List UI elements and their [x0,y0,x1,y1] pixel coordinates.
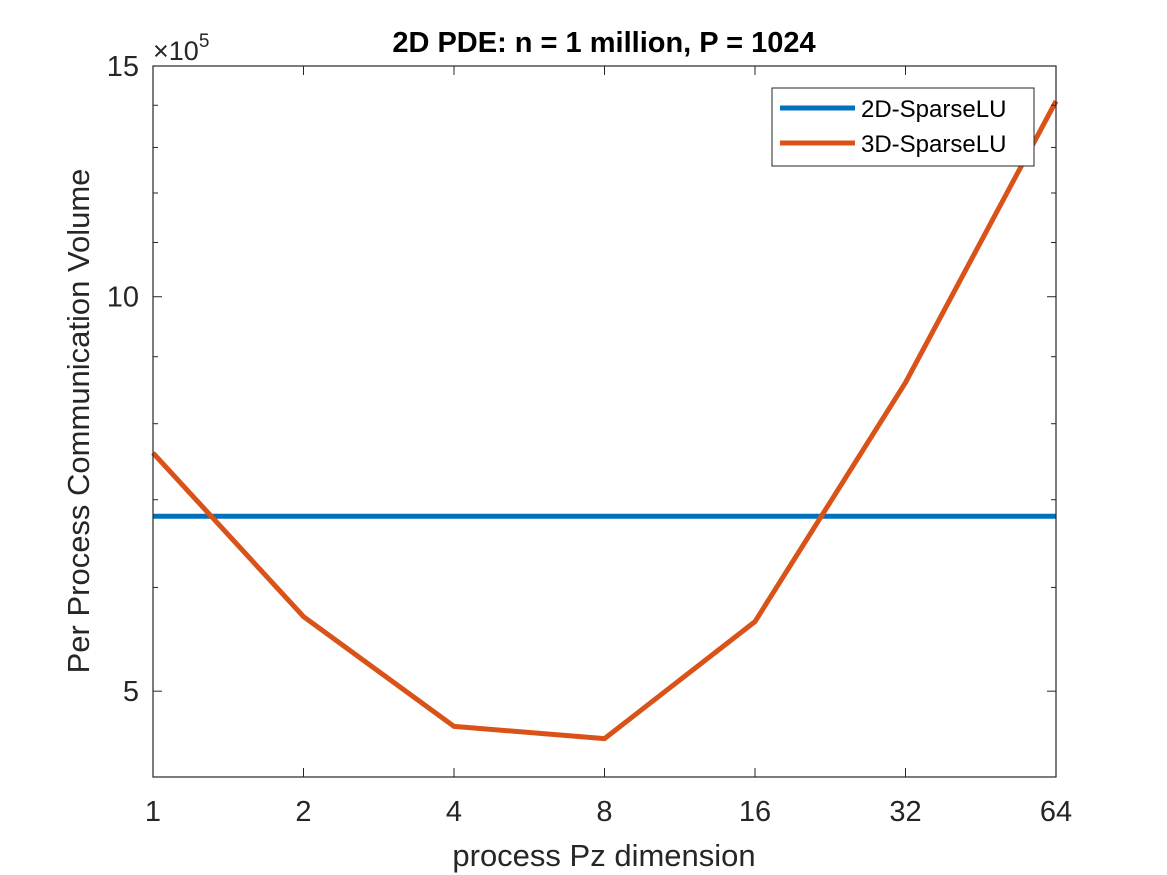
legend-box [771,87,1035,167]
plot-background [153,66,1056,777]
y-tick-label-15: 15 [107,51,139,83]
legend-label-0: 2D-SparseLU [861,96,1006,123]
x-tick-label-1: 1 [145,796,161,828]
x-tick-label-32: 32 [889,796,921,828]
ticks-layer [152,65,1057,777]
x-tick-label-8: 8 [596,796,612,828]
x-tick-label-16: 16 [739,796,771,828]
y-axis-label: Per Process Communication Volume [61,169,96,674]
legend: 2D-SparseLU 3D-SparseLU [771,87,1035,167]
y-exponent-label: ×105 [153,31,209,66]
chart-title: 2D PDE: n = 1 million, P = 1024 [392,27,815,59]
legend-label-1: 3D-SparseLU [861,131,1006,158]
x-tick-label-64: 64 [1040,796,1072,828]
y-tick-label-5: 5 [123,676,139,708]
x-tick-label-2: 2 [295,796,311,828]
x-axis-label: process Pz dimension [452,838,755,873]
labels-layer: 1 2 4 8 16 32 64 5 10 15 [107,51,1072,828]
y-tick-label-10: 10 [107,282,139,314]
x-tick-label-4: 4 [446,796,462,828]
